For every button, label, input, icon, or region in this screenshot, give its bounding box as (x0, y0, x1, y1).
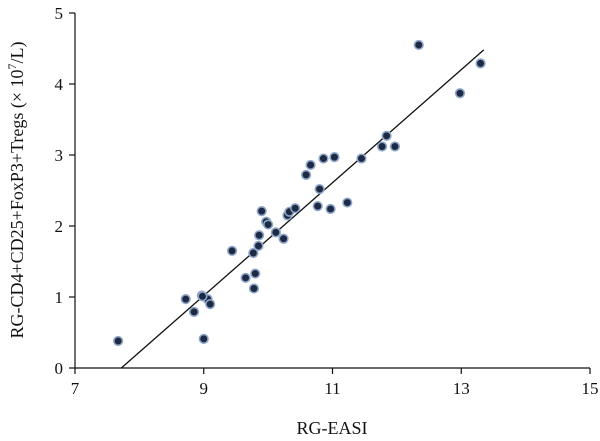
data-point (270, 227, 281, 238)
data-point (180, 294, 191, 305)
data-point (254, 230, 265, 241)
y-tick-label: 1 (55, 288, 64, 307)
x-tick-label: 11 (324, 379, 340, 398)
data-point (454, 88, 466, 99)
data-points (113, 39, 486, 347)
x-tick-label: 7 (71, 379, 80, 398)
data-point (278, 233, 289, 244)
data-point (248, 247, 259, 259)
data-point (253, 240, 264, 251)
data-point (356, 153, 367, 164)
data-point (376, 141, 388, 152)
data-point (413, 39, 424, 51)
y-axis-title-main: RG-CD4+CD25+FoxP3+Tregs (× 10 (7, 70, 28, 339)
regression-line (120, 49, 485, 369)
data-point (250, 268, 261, 279)
y-axis-title-tail: /L) (7, 42, 28, 64)
data-point (318, 153, 329, 164)
y-tick-label: 4 (55, 75, 64, 94)
data-point (197, 291, 208, 302)
x-tick-label: 13 (453, 379, 470, 398)
data-point (263, 219, 274, 230)
y-tick-label: 5 (55, 4, 64, 23)
y-tick-label: 2 (55, 217, 64, 236)
data-point (305, 159, 316, 171)
y-axis-title-superscript: 7 (5, 64, 19, 70)
y-tick-label: 3 (55, 146, 64, 165)
data-point (205, 299, 216, 310)
x-tick-label: 9 (200, 379, 209, 398)
data-point (188, 306, 200, 318)
fit-line-group (120, 49, 485, 369)
data-point (475, 58, 486, 69)
data-point (329, 152, 340, 163)
data-point (314, 183, 325, 195)
data-point (226, 245, 238, 256)
y-tick-label: 0 (55, 359, 64, 378)
ticks: 7 9 11 13 15 0 1 2 3 4 5 (55, 4, 599, 398)
data-point (248, 283, 260, 294)
data-point (325, 203, 336, 215)
x-axis-title: RG-EASI (297, 418, 368, 438)
data-point (290, 203, 301, 214)
data-point (240, 272, 251, 283)
data-point (381, 130, 392, 141)
data-point (198, 333, 209, 344)
data-point (301, 169, 312, 180)
data-point (342, 197, 353, 208)
y-axis-title: RG-CD4+CD25+FoxP3+Tregs (× 107/L) (5, 42, 28, 339)
data-point (312, 201, 323, 212)
data-point (389, 141, 401, 152)
x-tick-label: 15 (582, 379, 599, 398)
data-point (113, 335, 124, 347)
data-point (256, 205, 267, 217)
axes (74, 13, 590, 369)
